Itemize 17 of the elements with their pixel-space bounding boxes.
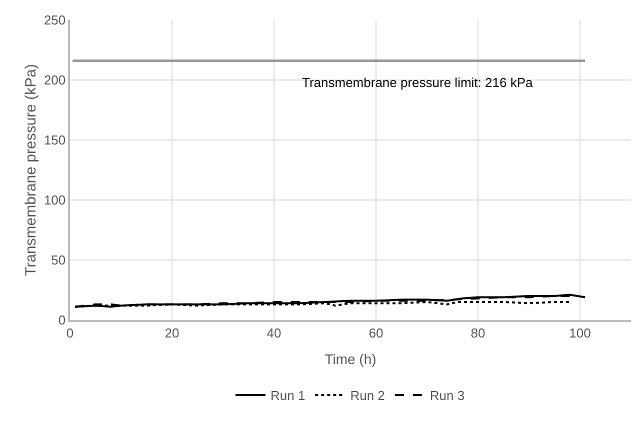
x-tick-label: 80	[470, 325, 486, 340]
legend-label: Run 1	[270, 388, 306, 404]
x-tick-label: 100	[569, 325, 591, 340]
x-tick-label: 60	[368, 325, 384, 340]
x-tick-label: 20	[164, 325, 180, 340]
y-tick-label: 150	[44, 132, 66, 148]
legend-label: Run 3	[430, 388, 465, 404]
x-tick-label: 40	[266, 325, 282, 340]
ref-line-label: Transmembrane pressure limit: 216 kPa	[302, 75, 534, 90]
y-tick-label: 250	[44, 12, 66, 28]
y-tick-label: 50	[51, 252, 66, 268]
y-axis-title: Transmembrane pressure (kPa)	[22, 64, 40, 276]
y-tick-label: 100	[44, 192, 66, 208]
y-tick-label: 0	[58, 312, 66, 328]
x-axis-title: Time (h)	[324, 351, 376, 368]
legend-label: Run 2	[350, 388, 385, 404]
y-tick-label: 200	[44, 72, 66, 88]
